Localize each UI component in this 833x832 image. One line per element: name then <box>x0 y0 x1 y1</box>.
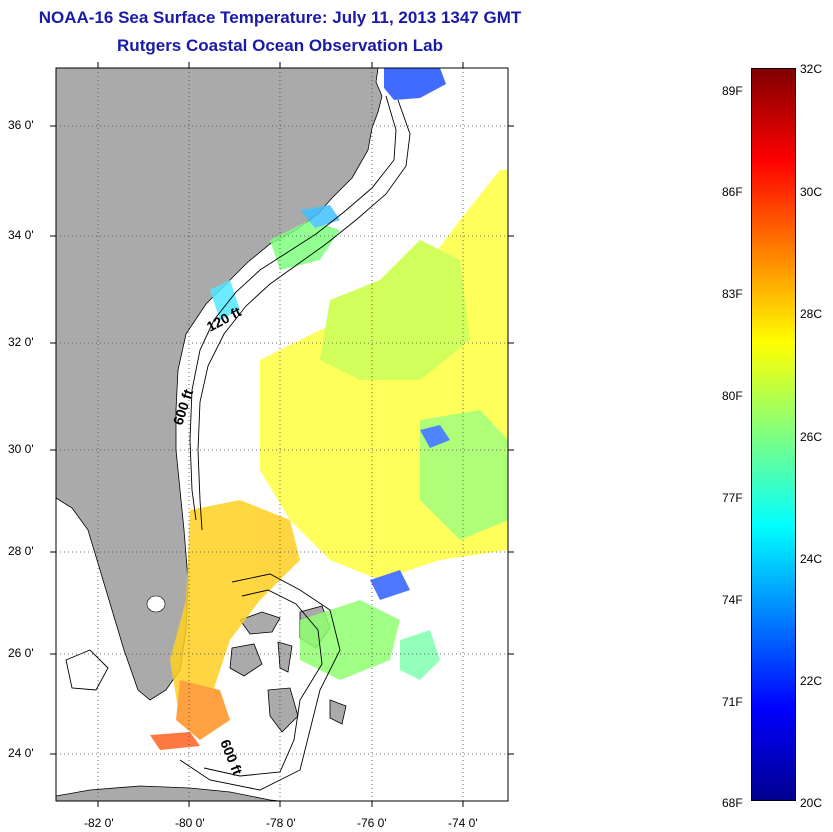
colorbar-celsius-label: 22C <box>800 674 823 688</box>
colorbar-celsius-label: 28C <box>800 307 823 321</box>
lat-label: 28 0' <box>8 544 34 558</box>
map-subtitle: Rutgers Coastal Ocean Observation Lab <box>117 36 443 55</box>
colorbar-fahrenheit-label: 86F <box>722 185 743 199</box>
colorbar-fahrenheit-label: 77F <box>722 491 743 505</box>
colorbar-fahrenheit-label: 74F <box>722 593 743 607</box>
lon-label: -78 0' <box>266 816 296 830</box>
lat-label: 30 0' <box>8 442 34 456</box>
colorbar-celsius-label: 32C <box>800 62 823 76</box>
map-frame <box>55 67 509 802</box>
colorbar-celsius-label: 26C <box>800 430 823 444</box>
lon-label: -82 0' <box>84 816 114 830</box>
lat-label: 34 0' <box>8 228 34 242</box>
sst-data <box>150 68 508 750</box>
temperature-colorbar <box>751 68 796 801</box>
lat-label: 24 0' <box>8 746 34 760</box>
land-cuba <box>56 785 281 801</box>
lon-label: -80 0' <box>175 816 205 830</box>
lon-label: -76 0' <box>357 816 387 830</box>
frame-ticks <box>50 62 514 807</box>
lat-label: 36 0' <box>8 118 34 132</box>
land-bahamas <box>229 605 347 733</box>
lat-label: 26 0' <box>8 646 34 660</box>
colorbar-fahrenheit-label: 68F <box>722 796 743 810</box>
bathymetry-contours <box>65 95 411 791</box>
colorbar-fahrenheit-label: 71F <box>722 695 743 709</box>
map-title: NOAA-16 Sea Surface Temperature: July 11… <box>38 8 522 27</box>
colorbar-celsius-label: 24C <box>800 552 823 566</box>
lat-label: 32 0' <box>8 335 34 349</box>
colorbar-celsius-label: 30C <box>800 185 823 199</box>
colorbar-fahrenheit-label: 83F <box>722 287 743 301</box>
colorbar-fahrenheit-label: 89F <box>722 84 743 98</box>
contour-label-600ft-bahamas: 600 ft <box>217 737 246 777</box>
lat-lon-grid <box>56 68 508 801</box>
colorbar-celsius-label: 20C <box>800 796 823 810</box>
colorbar-fahrenheit-label: 80F <box>722 389 743 403</box>
lon-label: -74 0' <box>448 816 478 830</box>
